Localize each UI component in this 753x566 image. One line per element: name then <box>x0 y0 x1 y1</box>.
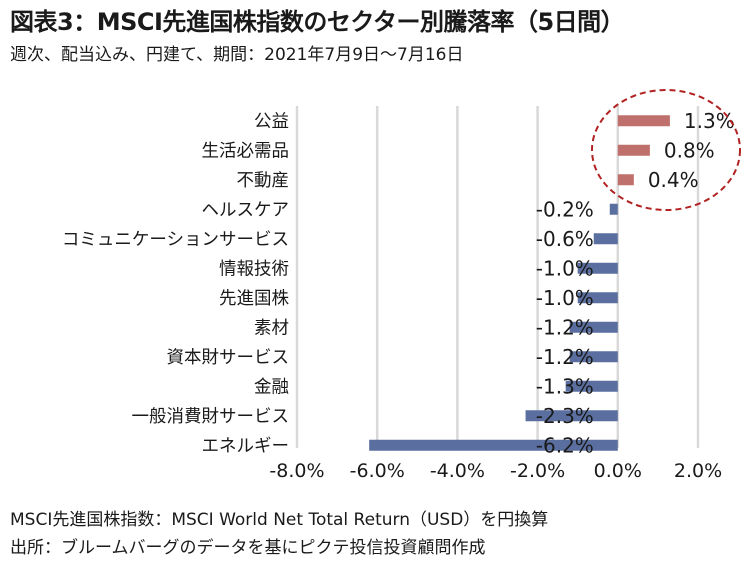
data-label: 0.4% <box>648 168 699 192</box>
bar <box>369 439 618 451</box>
x-tick-label: -4.0% <box>430 460 485 482</box>
category-label: エネルギー <box>202 436 290 456</box>
data-labels: 1.3% 0.8% 0.4% -0.2% -0.6% -1.0% -1.0% -1.2% -1.… <box>536 109 735 458</box>
x-tick-label: -6.0% <box>350 460 405 482</box>
bar <box>569 351 618 363</box>
category-label: 不動産 <box>237 171 290 191</box>
data-label: -1.0% <box>536 256 594 280</box>
bar <box>569 321 618 333</box>
category-label: 生活必需品 <box>202 141 290 161</box>
category-labels: 公益生活必需品不動産ヘルスケアコミュニケーションサービス情報技術先進国株素材資本… <box>62 112 290 457</box>
data-label: 1.3% <box>684 109 735 133</box>
bars <box>369 115 670 451</box>
source-note-origin: 出所：ブルームバーグのデータを基にピクテ投信投資顧問作成 <box>10 538 486 558</box>
bar <box>617 144 650 156</box>
bar <box>577 292 618 304</box>
category-label: ヘルスケア <box>202 200 290 220</box>
x-tick-label: -2.0% <box>510 460 565 482</box>
x-tick-label: -8.0% <box>269 460 324 482</box>
x-tick-labels: -8.0% -6.0% -4.0% -2.0% 0.0% 2.0% <box>269 460 722 482</box>
category-label: 一般消費財サービス <box>132 407 290 427</box>
data-label: -1.2% <box>536 345 594 369</box>
category-label: 情報技術 <box>219 259 289 279</box>
category-label: 先進国株 <box>219 289 289 309</box>
bar <box>617 115 670 127</box>
data-label: 0.8% <box>664 138 715 162</box>
category-label: 資本財サービス <box>167 348 290 368</box>
bar <box>609 203 618 215</box>
sector-returns-chart: 公益生活必需品不動産ヘルスケアコミュニケーションサービス情報技術先進国株素材資本… <box>62 89 741 482</box>
x-tick-label: 2.0% <box>674 460 722 482</box>
bar <box>565 380 618 392</box>
data-label: -6.2% <box>536 433 594 457</box>
category-label: 素材 <box>254 318 289 338</box>
bar <box>577 262 618 274</box>
data-label: -0.2% <box>536 197 594 221</box>
data-label: -0.6% <box>536 227 594 251</box>
data-label: -1.3% <box>536 374 594 398</box>
gridlines <box>295 106 700 448</box>
bar <box>617 174 634 186</box>
category-label: 金融 <box>254 377 289 397</box>
category-label: コミュニケーションサービス <box>62 230 289 250</box>
data-label: -1.0% <box>536 286 594 310</box>
data-label: -1.2% <box>536 315 594 339</box>
page-title: 図表3：MSCI先進国株指数のセクター別騰落率（5日間） <box>10 8 625 36</box>
highlight-circle <box>591 89 741 211</box>
bar <box>525 410 618 422</box>
bar <box>593 233 618 245</box>
source-note-index: MSCI先進国株指数：MSCI World Net Total Return（U… <box>10 510 549 530</box>
data-label: -2.3% <box>536 404 594 428</box>
x-tick-label: 0.0% <box>594 460 642 482</box>
category-label: 公益 <box>254 112 289 132</box>
page-subtitle: 週次、配当込み、円建て、期間：2021年7月9日～7月16日 <box>10 45 464 65</box>
